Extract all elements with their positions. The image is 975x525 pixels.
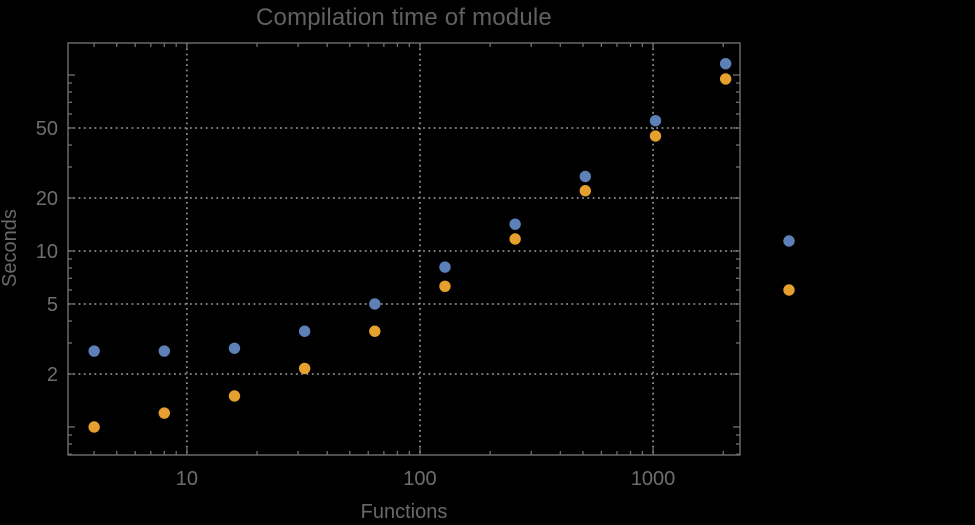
data-point-series-2-orange: [88, 421, 100, 433]
x-tick-label: 100: [403, 468, 436, 490]
data-point-series-1-blue: [579, 170, 592, 183]
y-axis-label: Seconds: [0, 209, 21, 287]
chart-title: Compilation time of module: [255, 4, 552, 31]
data-point-series-2-orange: [439, 280, 451, 292]
data-point-series-2-orange: [719, 73, 732, 85]
data-point-series-1-blue: [228, 342, 241, 354]
y-tick-label: 2: [47, 364, 58, 386]
data-point-series-2-orange: [649, 130, 662, 142]
plot-frame: [67, 42, 741, 456]
data-point-series-2-orange: [228, 390, 241, 402]
data-point-series-1-blue: [649, 114, 662, 127]
data-point-series-2-orange: [509, 233, 521, 245]
legend-marker-series-1-blue: [783, 235, 795, 247]
data-point-series-2-orange: [158, 407, 170, 419]
y-tick-label: 20: [36, 188, 58, 210]
legend-marker-series-2-orange: [783, 284, 795, 296]
data-point-series-1-blue: [298, 325, 311, 337]
data-point-series-2-orange: [579, 185, 592, 197]
x-axis-label: Functions: [360, 501, 448, 523]
data-point-series-2-orange: [369, 325, 381, 337]
data-point-series-1-blue: [439, 261, 451, 273]
data-point-series-1-blue: [509, 218, 521, 230]
data-point-series-1-blue: [158, 345, 170, 357]
y-tick-label: 50: [36, 118, 58, 140]
x-tick-label: 10: [176, 468, 198, 490]
x-tick-label: 1000: [631, 468, 676, 490]
data-point-series-1-blue: [719, 57, 732, 70]
data-point-series-2-orange: [298, 362, 311, 375]
data-point-series-1-blue: [369, 298, 381, 310]
y-tick-label: 5: [47, 294, 58, 316]
data-point-series-1-blue: [88, 345, 100, 357]
y-tick-label: 10: [36, 241, 58, 263]
